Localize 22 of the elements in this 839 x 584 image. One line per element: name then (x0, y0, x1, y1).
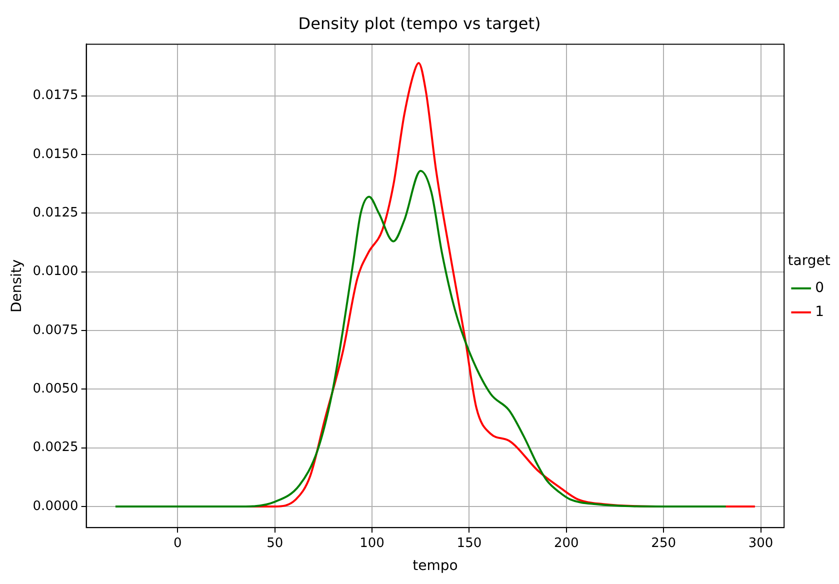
y-tick-label: 0.0125 (32, 206, 78, 221)
chart-title: Density plot (tempo vs target) (298, 14, 541, 33)
legend-label: 1 (815, 304, 824, 320)
y-tick-label: 0.0175 (32, 88, 78, 104)
x-axis-title: tempo (412, 558, 458, 574)
x-tick-label: 250 (651, 536, 676, 551)
x-tick-label: 100 (360, 536, 384, 551)
y-tick-label: 0.0150 (32, 146, 78, 162)
legend-label: 0 (815, 280, 824, 296)
y-tick-label: 0.0000 (32, 498, 78, 514)
y-tick-label: 0.0025 (32, 440, 78, 456)
x-tick-label: 200 (554, 536, 579, 551)
x-tick-label: 300 (748, 536, 774, 551)
y-tick-label: 0.0100 (32, 264, 78, 280)
x-tick-label: 50 (266, 536, 284, 551)
y-tick-label: 0.0050 (32, 382, 78, 397)
legend-title: target (788, 253, 831, 270)
line-series (114, 170, 727, 508)
y-tick-label: 0.0075 (32, 322, 78, 338)
y-axis-title: Density (9, 259, 26, 313)
x-tick-label: 0 (174, 536, 182, 551)
x-tick-label: 150 (456, 536, 482, 551)
